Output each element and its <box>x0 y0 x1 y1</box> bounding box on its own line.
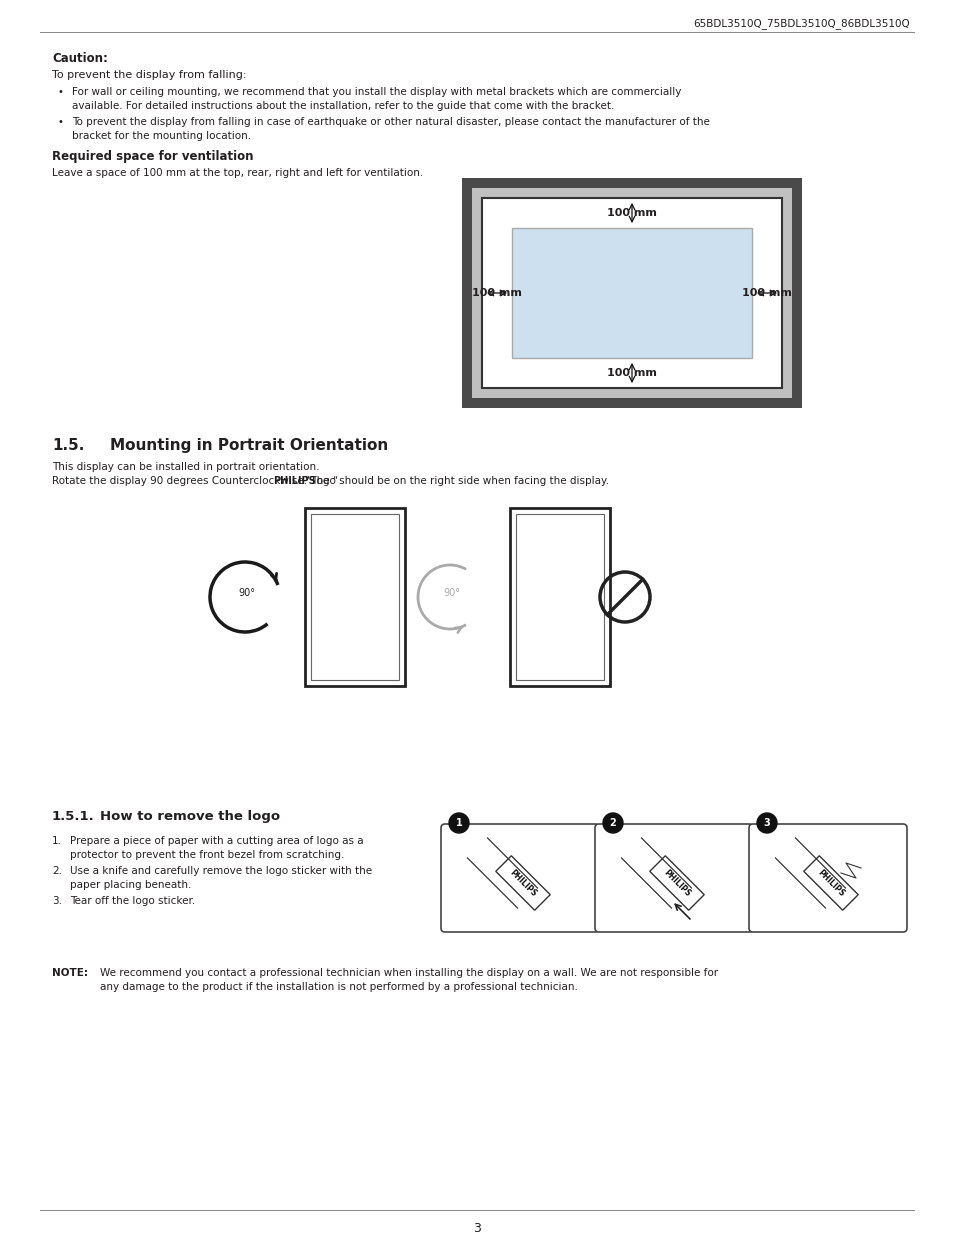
Text: PHILIPS: PHILIPS <box>274 475 316 487</box>
Text: PHILIPS: PHILIPS <box>661 868 692 898</box>
Text: protector to prevent the front bezel from scratching.: protector to prevent the front bezel fro… <box>70 850 344 860</box>
Text: 100 mm: 100 mm <box>741 288 791 298</box>
Text: 65BDL3510Q_75BDL3510Q_86BDL3510Q: 65BDL3510Q_75BDL3510Q_86BDL3510Q <box>693 19 909 28</box>
Bar <box>516 514 603 680</box>
Text: •: • <box>58 117 64 127</box>
Text: For wall or ceiling mounting, we recommend that you install the display with met: For wall or ceiling mounting, we recomme… <box>71 86 680 98</box>
Bar <box>461 178 801 408</box>
Circle shape <box>757 813 776 832</box>
Text: 100 mm: 100 mm <box>606 207 657 219</box>
Text: 3: 3 <box>762 818 770 827</box>
Text: 1.5.: 1.5. <box>52 438 84 453</box>
Circle shape <box>449 813 469 832</box>
Bar <box>472 188 791 398</box>
Text: Caution:: Caution: <box>52 52 108 65</box>
FancyBboxPatch shape <box>748 824 906 932</box>
Text: How to remove the logo: How to remove the logo <box>100 810 280 823</box>
Text: To prevent the display from falling in case of earthquake or other natural disas: To prevent the display from falling in c… <box>71 117 709 127</box>
Text: 1.: 1. <box>52 836 62 846</box>
Text: 2.: 2. <box>52 866 62 876</box>
Text: Prepare a piece of paper with a cutting area of logo as a: Prepare a piece of paper with a cutting … <box>70 836 363 846</box>
Text: We recommend you contact a professional technician when installing the display o: We recommend you contact a professional … <box>100 968 718 978</box>
Text: 1.5.1.: 1.5.1. <box>52 810 94 823</box>
Text: available. For detailed instructions about the installation, refer to the guide : available. For detailed instructions abo… <box>71 101 614 111</box>
Text: Tear off the logo sticker.: Tear off the logo sticker. <box>70 897 195 906</box>
Text: PHILIPS: PHILIPS <box>815 868 845 898</box>
FancyBboxPatch shape <box>440 824 598 932</box>
Text: 90°: 90° <box>443 588 460 598</box>
Circle shape <box>602 813 622 832</box>
Text: This display can be installed in portrait orientation.: This display can be installed in portrai… <box>52 462 319 472</box>
Bar <box>481 198 781 388</box>
Text: 3: 3 <box>473 1221 480 1235</box>
Bar <box>305 508 405 685</box>
Bar <box>510 508 609 685</box>
Text: To prevent the display from falling:: To prevent the display from falling: <box>52 70 246 80</box>
Text: •: • <box>58 86 64 98</box>
Text: NOTE:: NOTE: <box>52 968 88 978</box>
Text: Mounting in Portrait Orientation: Mounting in Portrait Orientation <box>110 438 388 453</box>
Text: 3.: 3. <box>52 897 62 906</box>
Text: Use a knife and carefully remove the logo sticker with the: Use a knife and carefully remove the log… <box>70 866 372 876</box>
Text: 2: 2 <box>609 818 616 827</box>
Text: 90°: 90° <box>238 588 255 598</box>
Bar <box>512 228 751 358</box>
Text: bracket for the mounting location.: bracket for the mounting location. <box>71 131 251 141</box>
Text: Required space for ventilation: Required space for ventilation <box>52 149 253 163</box>
Text: Rotate the display 90 degrees Counterclockwise. The “: Rotate the display 90 degrees Counterclo… <box>52 475 338 487</box>
Bar <box>311 514 398 680</box>
Text: PHILIPS: PHILIPS <box>507 868 537 898</box>
Text: 100 mm: 100 mm <box>606 368 657 378</box>
Text: any damage to the product if the installation is not performed by a professional: any damage to the product if the install… <box>100 982 578 992</box>
Text: 1: 1 <box>456 818 462 827</box>
Text: 100 mm: 100 mm <box>472 288 521 298</box>
Text: Leave a space of 100 mm at the top, rear, right and left for ventilation.: Leave a space of 100 mm at the top, rear… <box>52 168 423 178</box>
Text: ” logo should be on the right side when facing the display.: ” logo should be on the right side when … <box>305 475 608 487</box>
FancyBboxPatch shape <box>595 824 752 932</box>
Text: paper placing beneath.: paper placing beneath. <box>70 881 192 890</box>
